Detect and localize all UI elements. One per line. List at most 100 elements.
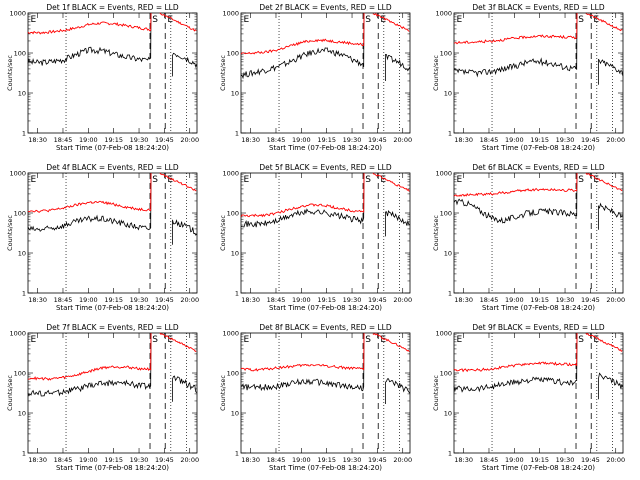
y-tick-label: 1	[235, 450, 239, 458]
plot-frame	[453, 332, 624, 454]
x-tick-label: 18:45	[267, 456, 286, 464]
x-tick-label: 19:00	[505, 136, 524, 144]
x-tick-label: 19:30	[130, 136, 149, 144]
x-tick-label: 18:45	[54, 456, 73, 464]
y-axis-label: Counts/sec	[6, 375, 14, 411]
chart-title: Det 5f BLACK = Events, RED = LLD	[259, 163, 392, 172]
x-tick-label: 19:15	[104, 136, 123, 144]
x-tick-label: 20:00	[606, 456, 625, 464]
x-tick-label: 18:45	[267, 136, 286, 144]
x-tick-label: 18:45	[480, 136, 499, 144]
x-tick-label: 18:30	[454, 456, 473, 464]
x-tick-label: 19:45	[368, 296, 387, 304]
events-series-line	[27, 12, 152, 66]
chart-panel-det-2: Det 2f BLACK = Events, RED = LLD 1 10 100 10…	[219, 3, 412, 152]
y-axis-label: Counts/sec	[219, 55, 227, 91]
plot-frame	[240, 12, 411, 134]
event-marker: S	[578, 15, 584, 25]
chart-title: Det 8f BLACK = Events, RED = LLD	[259, 323, 392, 332]
chart-title: Det 7f BLACK = Events, RED = LLD	[46, 323, 179, 332]
chart-panel-det-7: Det 7f BLACK = Events, RED = LLD 1 10 100 10…	[6, 323, 199, 472]
event-marker: E	[457, 175, 463, 185]
x-tick-label: 19:00	[292, 456, 311, 464]
y-tick-label: 1	[22, 130, 26, 138]
plot-frame	[27, 172, 198, 294]
lld-series-line	[27, 172, 152, 213]
event-marker: S	[152, 175, 158, 185]
x-tick-label: 19:30	[556, 296, 575, 304]
y-tick-label: 100	[227, 210, 239, 218]
events-series-line	[385, 210, 410, 237]
x-axis-label: Start Time (07-Feb-08 18:24:20)	[56, 304, 169, 312]
y-tick-label: 1000	[435, 10, 452, 18]
x-tick-label: 20:00	[606, 296, 625, 304]
x-tick-label: 19:00	[79, 456, 98, 464]
y-tick-label: 1000	[222, 170, 239, 178]
lld-series-line	[240, 12, 365, 55]
x-tick-label: 20:00	[180, 456, 199, 464]
y-tick-label: 1000	[222, 10, 239, 18]
x-tick-label: 18:30	[241, 456, 260, 464]
x-tick-label: 19:45	[155, 136, 174, 144]
y-tick-label: 1	[235, 130, 239, 138]
x-tick-label: 19:45	[581, 296, 600, 304]
event-marker: S	[152, 15, 158, 25]
y-tick-label: 100	[440, 50, 452, 58]
x-tick-label: 18:45	[480, 456, 499, 464]
events-series-line	[27, 332, 152, 397]
lld-series-line	[585, 13, 623, 32]
plot-frame	[240, 172, 411, 294]
lld-series-line	[372, 12, 410, 32]
chart-title: Det 4f BLACK = Events, RED = LLD	[46, 163, 179, 172]
event-marker: E	[31, 175, 37, 185]
chart-panel-det-4: Det 4f BLACK = Events, RED = LLD 1 10 100 10…	[6, 163, 199, 312]
x-tick-label: 19:15	[317, 136, 336, 144]
x-tick-label: 20:00	[606, 136, 625, 144]
y-tick-label: 10	[444, 90, 452, 98]
y-tick-label: 100	[227, 50, 239, 58]
chart-title: Det 2f BLACK = Events, RED = LLD	[259, 3, 392, 12]
y-tick-label: 10	[231, 90, 239, 98]
x-tick-label: 18:45	[267, 296, 286, 304]
plot-frame	[27, 12, 198, 134]
y-axis-label: Counts/sec	[432, 55, 440, 91]
events-series-line	[240, 172, 365, 228]
x-tick-label: 18:30	[28, 136, 47, 144]
event-marker: E	[244, 335, 250, 345]
x-tick-label: 19:15	[317, 296, 336, 304]
lld-series-line	[159, 172, 197, 192]
y-axis-label: Counts/sec	[219, 215, 227, 251]
event-marker: E	[244, 15, 250, 25]
events-series-line	[172, 219, 198, 245]
y-axis-label: Counts/sec	[6, 215, 14, 251]
x-axis-label: Start Time (07-Feb-08 18:24:20)	[482, 144, 595, 152]
y-tick-label: 1	[448, 290, 452, 298]
event-marker: E	[593, 335, 599, 345]
x-tick-label: 18:30	[28, 456, 47, 464]
chart-panel-det-3: Det 3f BLACK = Events, RED = LLD 1 10 100 10…	[432, 3, 625, 152]
x-tick-label: 19:30	[343, 296, 362, 304]
x-tick-label: 19:15	[530, 456, 549, 464]
y-tick-label: 1000	[435, 170, 452, 178]
chart-panel-det-8: Det 8f BLACK = Events, RED = LLD 1 10 100 10…	[219, 323, 412, 472]
y-tick-label: 10	[18, 90, 26, 98]
chart-title: Det 1f BLACK = Events, RED = LLD	[46, 3, 179, 12]
events-series-line	[453, 12, 578, 78]
x-tick-label: 19:15	[530, 296, 549, 304]
x-tick-label: 19:30	[130, 296, 149, 304]
event-marker: S	[365, 175, 371, 185]
event-marker: E	[167, 335, 173, 345]
y-tick-label: 1	[22, 450, 26, 458]
chart-panel-det-5: Det 5f BLACK = Events, RED = LLD 1 10 100 10…	[219, 163, 412, 312]
x-tick-label: 19:30	[343, 456, 362, 464]
plot-frame	[27, 332, 198, 454]
event-marker: S	[152, 335, 158, 345]
event-marker: S	[365, 335, 371, 345]
chart-title: Det 9f BLACK = Events, RED = LLD	[472, 323, 605, 332]
y-tick-label: 100	[14, 370, 26, 378]
x-axis-label: Start Time (07-Feb-08 18:24:20)	[56, 464, 169, 472]
x-axis-label: Start Time (07-Feb-08 18:24:20)	[56, 144, 169, 152]
events-series-line	[27, 172, 152, 232]
y-tick-label: 10	[231, 410, 239, 418]
